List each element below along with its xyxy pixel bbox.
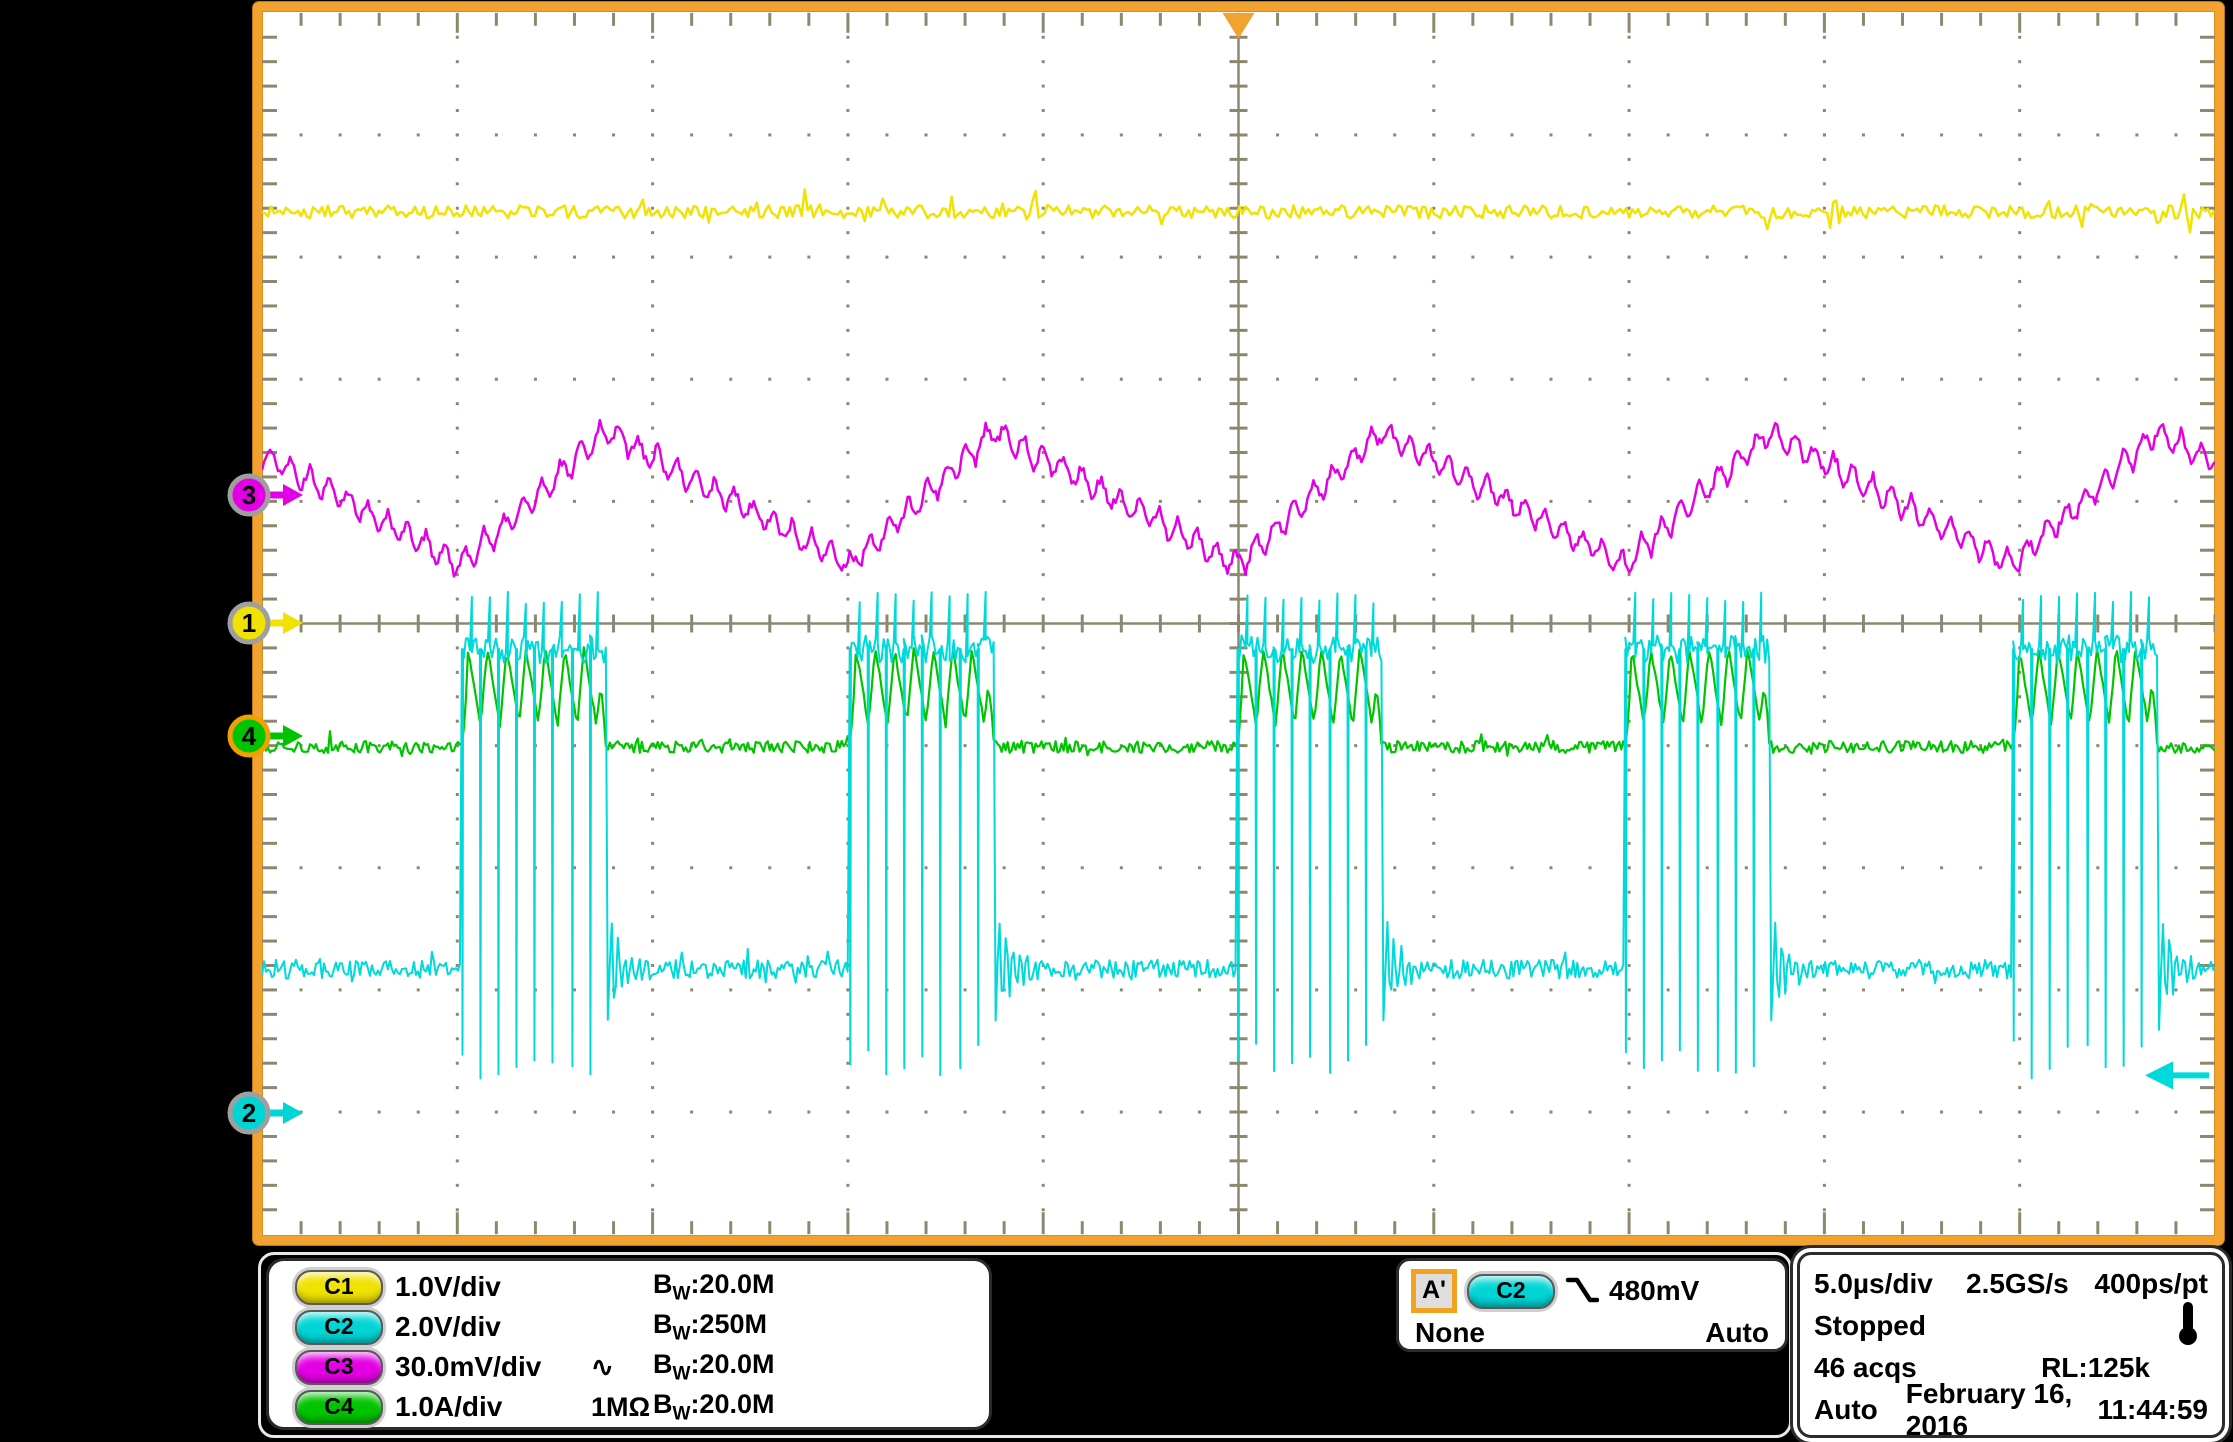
channel-settings-panel: C1 1.0V/div BW:20.0M C2 2.0V/div BW:250M… [266, 1258, 992, 1430]
timebase-panel: 5.0µs/div 2.5GS/s 400ps/pt Stopped 46 ac… [1797, 1252, 2225, 1441]
trigger-modes: None Auto [1411, 1317, 1773, 1349]
c2-trace [262, 590, 2215, 1080]
svg-text:3: 3 [242, 480, 256, 510]
acquisition-count: 46 acqs [1814, 1352, 1917, 1383]
channel-row-c3: C3 30.0mV/div ∿ BW:20.0M [269, 1347, 989, 1387]
date: February 16, 2016 [1905, 1378, 2073, 1441]
c1-trace [262, 188, 2215, 234]
record-length: RL:125k [2041, 1352, 2150, 1383]
channel-row-c4: C4 1.0A/div 1MΩ BW:20.0M [269, 1387, 989, 1427]
c1-bandwidth: BW:20.0M [653, 1268, 775, 1305]
trigger-panel: A' C2 480mV None Auto [1396, 1258, 1788, 1352]
trigger-mode: Auto [1814, 1394, 1878, 1425]
trigger-settings: A' C2 480mV [1411, 1269, 1773, 1313]
c3-bandwidth: BW:20.0M [653, 1348, 775, 1385]
channel-button-c3[interactable]: C3 [295, 1349, 383, 1385]
clock: 11:44:59 [2097, 1394, 2208, 1425]
acquisition-status: Stopped [1814, 1310, 1926, 1341]
trigger-level-icon[interactable] [2145, 1061, 2174, 1090]
c2-scale: 2.0V/div [395, 1311, 501, 1342]
channel-button-c1[interactable]: C1 [295, 1269, 383, 1305]
channel-row-c2: C2 2.0V/div BW:250M [269, 1307, 989, 1347]
readout-bar: C1 1.0V/div BW:20.0M C2 2.0V/div BW:250M… [258, 1252, 1792, 1438]
channel-button-c4[interactable]: C4 [295, 1389, 383, 1425]
graticule-and-waveforms [262, 12, 2215, 1235]
c3-trace [262, 418, 2215, 578]
sample-rate: 2.5GS/s [1966, 1268, 2069, 1299]
c2-bandwidth: BW:250M [653, 1308, 767, 1345]
channel-button-c2[interactable]: C2 [295, 1309, 383, 1345]
timebase-scale: 5.0µs/div [1814, 1268, 1933, 1299]
trigger-mode-auto: Auto [1705, 1317, 1769, 1348]
channel-c4-position-marker[interactable]: 4 [227, 712, 307, 760]
sample-resolution: 400ps/pt [2094, 1268, 2208, 1299]
trigger-mode-none: None [1415, 1317, 1485, 1348]
trigger-level: 480mV [1609, 1275, 1700, 1306]
c4-impedance: 1MΩ [591, 1391, 651, 1422]
c1-scale: 1.0V/div [395, 1271, 501, 1302]
falling-edge-icon [1565, 1277, 1599, 1303]
channel-c2-position-marker[interactable]: 2 [227, 1089, 307, 1137]
svg-text:4: 4 [242, 721, 257, 751]
trigger-source-button[interactable]: C2 [1467, 1273, 1555, 1309]
svg-text:1: 1 [242, 608, 256, 638]
thermometer-icon [2178, 1300, 2198, 1353]
c3-ac-coupling-icon: ∿ [591, 1351, 614, 1382]
channel-c1-position-marker[interactable]: 1 [227, 599, 307, 647]
c4-bandwidth: BW:20.0M [653, 1388, 775, 1425]
scope-display [253, 2, 2224, 1245]
channel-c3-position-marker[interactable]: 3 [227, 471, 307, 519]
svg-text:2: 2 [242, 1098, 256, 1128]
c3-scale: 30.0mV/div [395, 1351, 542, 1382]
trigger-position-icon[interactable] [1222, 12, 1255, 39]
c4-scale: 1.0A/div [395, 1391, 503, 1422]
channel-row-c1: C1 1.0V/div BW:20.0M [269, 1267, 989, 1307]
trigger-a-badge[interactable]: A' [1411, 1269, 1457, 1313]
